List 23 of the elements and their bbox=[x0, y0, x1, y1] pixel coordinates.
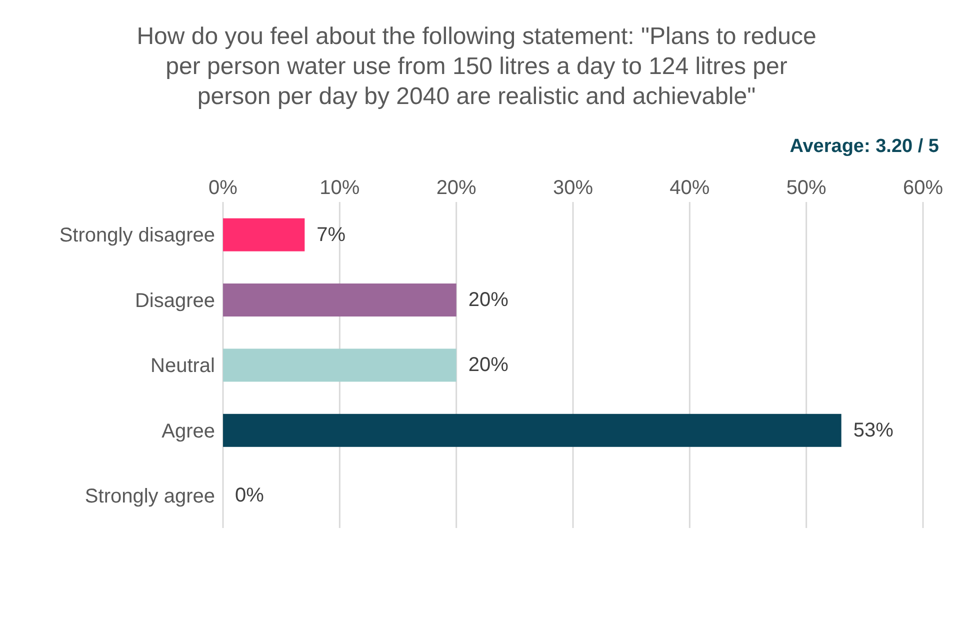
y-tick-label: Disagree bbox=[134, 290, 215, 312]
x-tick-label: 30% bbox=[552, 177, 594, 199]
data-label: 20% bbox=[468, 354, 509, 376]
y-tick-label: Agree bbox=[162, 420, 215, 442]
y-tick-label: Neutral bbox=[150, 355, 215, 378]
chart-title: How do you feel about the following statement: "Plans to reduce per person water use from 150 litres a day to 124 litres per person per day by 2040 are realistic and achievable" bbox=[136, 22, 818, 112]
bar bbox=[223, 348, 456, 382]
data-label: 7% bbox=[316, 224, 346, 246]
bar bbox=[223, 218, 305, 252]
data-label: 0% bbox=[235, 484, 264, 507]
x-tick-label: 40% bbox=[670, 177, 710, 199]
x-tick-label: 60% bbox=[902, 177, 944, 199]
y-tick-label: Strongly disagree bbox=[59, 224, 215, 247]
text: Average: 3.20 / 5 bbox=[788, 136, 940, 158]
bar bbox=[223, 414, 842, 447]
data-label: 53% bbox=[853, 419, 894, 442]
bar bbox=[223, 284, 456, 316]
data-label: 20% bbox=[468, 289, 509, 311]
x-tick-label: 10% bbox=[320, 177, 360, 199]
x-tick-label: 0% bbox=[208, 177, 238, 199]
x-tick-label: 20% bbox=[436, 177, 477, 199]
y-tick-label: Strongly agree bbox=[84, 486, 215, 508]
x-tick-label: 50% bbox=[786, 177, 827, 199]
